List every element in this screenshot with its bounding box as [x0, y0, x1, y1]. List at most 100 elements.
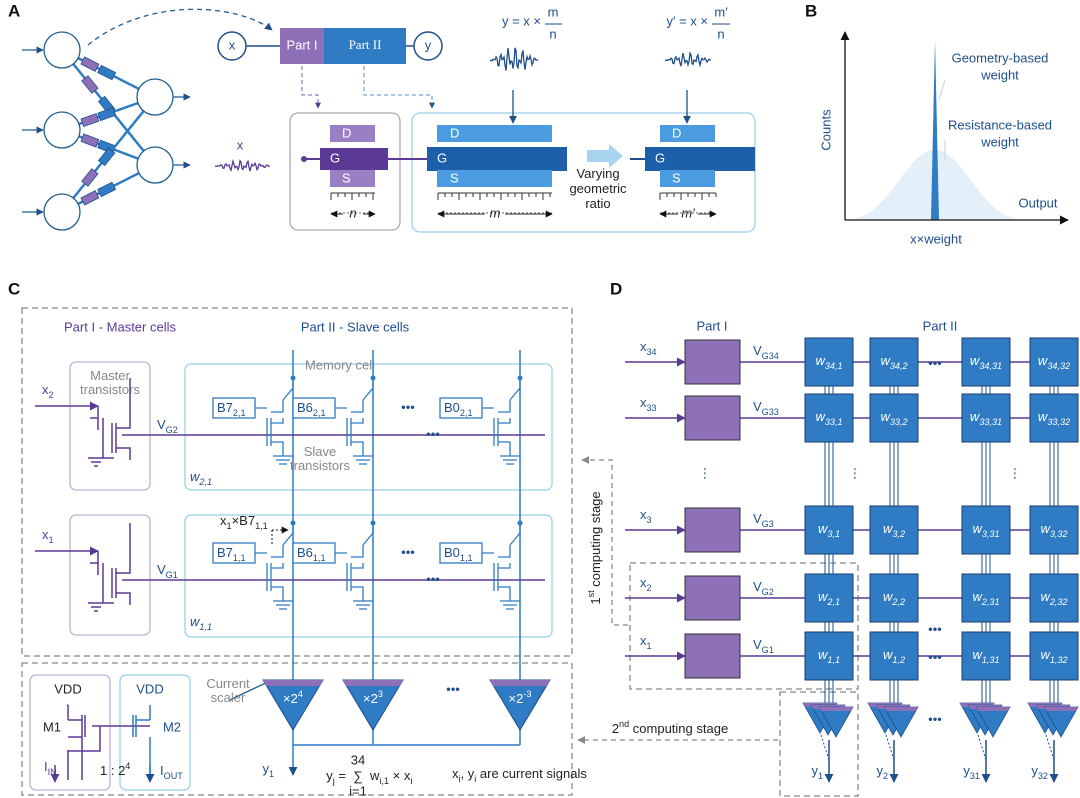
label-part: G3 — [762, 519, 774, 529]
label-part: w — [972, 647, 983, 662]
resistor — [80, 190, 100, 206]
label: Part II — [923, 318, 958, 333]
panel-letter: D — [610, 279, 622, 298]
label-part: V — [157, 417, 166, 432]
label-part: V — [753, 579, 762, 594]
label-part: ×B7 — [232, 513, 256, 528]
slave-transistor — [335, 378, 374, 465]
label: Part I — [696, 318, 727, 333]
panel-letter: C — [8, 279, 20, 298]
label-part: w — [818, 589, 829, 604]
label: y′ = x × — [667, 13, 708, 28]
label: ×24 — [283, 689, 303, 706]
label-part: are current signals — [476, 766, 587, 781]
label-part: 1,1 — [313, 553, 326, 563]
label: w33,31 — [970, 409, 1002, 427]
label: VG33 — [753, 399, 779, 417]
label-part: w — [883, 521, 894, 536]
label-part: w — [1040, 589, 1051, 604]
slave-transistor — [255, 523, 294, 610]
label-part: w — [818, 647, 829, 662]
label: y1 — [811, 763, 823, 781]
weight-cell — [804, 337, 854, 387]
label-part: 3,1 — [827, 529, 840, 539]
label: ••• — [426, 426, 440, 441]
part1-cell — [684, 575, 741, 621]
label-part: 1,1 — [255, 521, 268, 531]
node — [517, 375, 523, 381]
label-part: 1 — [818, 771, 823, 781]
label: w33,32 — [1038, 409, 1070, 427]
resistor — [97, 181, 117, 198]
label-part: 1,1 — [233, 553, 246, 563]
label-part: x — [452, 766, 459, 781]
label-part: 4 — [298, 689, 303, 699]
label-part: 34,32 — [1047, 361, 1070, 371]
label-part: 2,1 — [198, 477, 212, 487]
panel-b-shapes — [840, 31, 1069, 225]
scaler-top — [263, 680, 323, 686]
label-part: i — [474, 774, 476, 784]
weight-cell — [869, 505, 919, 555]
label: Part II - Slave cells — [301, 319, 410, 334]
label-line: weight — [980, 68, 1019, 83]
label-part: x — [640, 395, 647, 410]
resistor — [81, 168, 99, 187]
resistor — [80, 56, 100, 72]
label: n — [349, 205, 356, 220]
label: G — [437, 150, 447, 165]
weight-cell — [1029, 337, 1079, 387]
label-part: G2 — [762, 587, 774, 597]
neuron — [43, 193, 81, 231]
label-part: y — [326, 768, 333, 783]
label-part: nd — [619, 719, 629, 729]
label-part: I — [44, 759, 48, 774]
label: IOUT — [160, 763, 183, 781]
label: w2,1 — [190, 469, 212, 487]
label: Output — [1018, 195, 1057, 210]
scaler-top — [1044, 707, 1078, 711]
label: m′ — [714, 4, 728, 19]
connector — [977, 734, 987, 761]
label: Memory cell — [305, 357, 375, 372]
weight-cell — [869, 573, 919, 623]
weight-cell — [961, 631, 1011, 681]
label-part: -3 — [523, 689, 531, 699]
weight-cell — [1029, 631, 1079, 681]
label: ⋮ — [699, 465, 712, 480]
label: D — [672, 125, 681, 140]
resistor — [81, 75, 99, 94]
label: Slave transistors — [290, 444, 350, 473]
weight-cell — [1029, 393, 1079, 443]
label: ••• — [401, 544, 415, 559]
label-part: i — [459, 774, 461, 784]
label-part: 2 — [49, 390, 54, 400]
label-part: 2,1 — [313, 408, 326, 418]
label-part: V — [753, 637, 762, 652]
label: B72,1 — [217, 400, 246, 418]
label: m — [490, 205, 501, 220]
label-part: y — [811, 763, 818, 778]
label-part: x — [640, 575, 647, 590]
label-part: w — [883, 647, 894, 662]
label-part: G2 — [166, 425, 178, 435]
label: 2nd computing stage — [612, 719, 728, 736]
label-line: Slave — [304, 444, 337, 459]
transistor — [88, 523, 185, 612]
label-part: w — [883, 589, 894, 604]
label-part: 2,1 — [460, 408, 473, 418]
label-part: 2,1 — [826, 597, 840, 607]
part1-cell — [684, 633, 741, 679]
label-line: Master — [90, 368, 130, 383]
label-part: 2 — [612, 721, 619, 736]
label-part: x — [640, 507, 647, 522]
label-part: w — [1038, 409, 1049, 424]
label-line: Geometry-based — [952, 51, 1049, 66]
label-part: , y — [461, 766, 475, 781]
label-part: 1,1 — [199, 622, 212, 632]
label-part: w — [815, 409, 826, 424]
weight-cell — [804, 505, 854, 555]
label: ••• — [401, 399, 415, 414]
label: Part II — [349, 37, 382, 52]
